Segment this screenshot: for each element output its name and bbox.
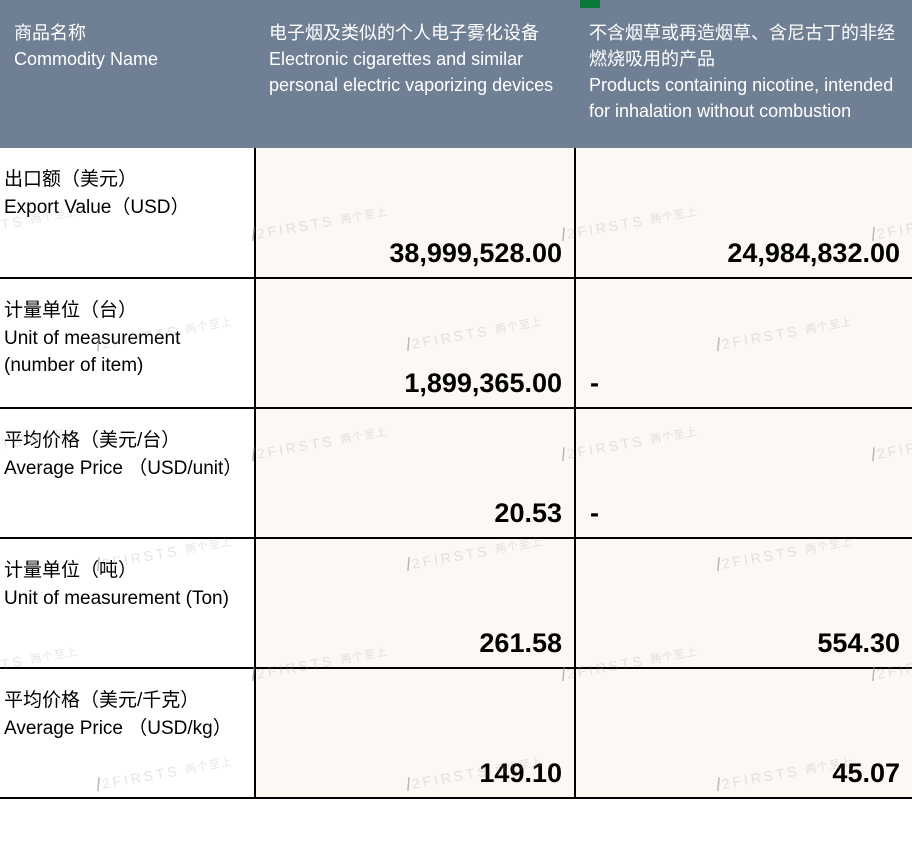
row-label-en: Unit of measurement (Ton) [4,585,244,613]
row-value-b: 24,984,832.00 [575,148,912,278]
value-text: 38,999,528.00 [270,238,562,269]
header-label-zh: 商品名称 [14,20,241,46]
value-text: 24,984,832.00 [590,238,900,269]
row-value-b: 554.30 [575,538,912,668]
value-text: 261.58 [270,628,562,659]
row-label-zh: 计量单位（台） [4,297,244,325]
value-text: 149.10 [270,758,562,789]
header-col-b: 不含烟草或再造烟草、含尼古丁的非经燃烧吸用的产品 Products contai… [575,0,912,148]
header-b-en: Products containing nicotine, intended f… [589,72,898,124]
table-row: 计量单位（台）Unit of measurement (number of it… [0,278,912,408]
value-text: 20.53 [270,498,562,529]
row-label-zh: 出口额（美元） [4,166,244,194]
row-value-b: - [575,408,912,538]
row-label: 平均价格（美元/台）Average Price （USD/unit） [0,408,255,538]
value-text: 45.07 [590,758,900,789]
row-label-en: Unit of measurement (number of item) [4,325,244,380]
row-label: 计量单位（台）Unit of measurement (number of it… [0,278,255,408]
row-value-a: 20.53 [255,408,575,538]
row-value-a: 261.58 [255,538,575,668]
value-text: 554.30 [590,628,900,659]
row-label-en: Average Price （USD/kg） [4,715,244,743]
row-value-b: 45.07 [575,668,912,798]
row-label-zh: 计量单位（吨） [4,557,244,585]
row-label-en: Average Price （USD/unit） [4,455,244,483]
header-green-marker [580,0,600,8]
table-row: 出口额（美元） Export Value（USD） 38,999,528.00 24… [0,148,912,278]
table-row: 平均价格（美元/台）Average Price （USD/unit） 20.53- [0,408,912,538]
header-commodity-name: 商品名称 Commodity Name [0,0,255,148]
table-row: 计量单位（吨）Unit of measurement (Ton) 261.58 55… [0,538,912,668]
row-value-a: 149.10 [255,668,575,798]
row-label: 出口额（美元） Export Value（USD） [0,148,255,278]
row-label-zh: 平均价格（美元/千克） [4,687,244,715]
row-label: 计量单位（吨）Unit of measurement (Ton) [0,538,255,668]
row-label-zh: 平均价格（美元/台） [4,427,244,455]
header-b-zh: 不含烟草或再造烟草、含尼古丁的非经燃烧吸用的产品 [589,20,898,72]
export-data-table: 商品名称 Commodity Name 电子烟及类似的个人电子雾化设备 Elec… [0,0,912,799]
header-a-en: Electronic cigarettes and similar person… [269,46,561,98]
row-value-a: 1,899,365.00 [255,278,575,408]
row-value-a: 38,999,528.00 [255,148,575,278]
value-text: 1,899,365.00 [270,368,562,399]
header-col-a: 电子烟及类似的个人电子雾化设备 Electronic cigarettes an… [255,0,575,148]
header-label-en: Commodity Name [14,46,241,72]
header-a-zh: 电子烟及类似的个人电子雾化设备 [269,20,561,46]
row-value-b: - [575,278,912,408]
value-text: - [590,498,900,529]
table-row: 平均价格（美元/千克）Average Price （USD/kg） 149.10 4… [0,668,912,798]
value-text: - [590,368,900,399]
row-label-en: Export Value（USD） [4,194,244,222]
row-label: 平均价格（美元/千克）Average Price （USD/kg） [0,668,255,798]
